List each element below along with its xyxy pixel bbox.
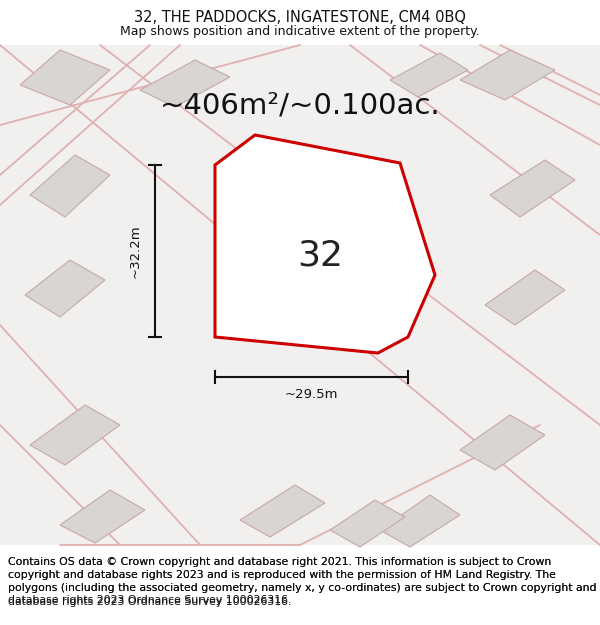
Polygon shape [240,485,325,537]
Text: ~29.5m: ~29.5m [285,389,338,401]
Polygon shape [330,500,405,547]
Polygon shape [30,405,120,465]
Text: 32, THE PADDOCKS, INGATESTONE, CM4 0BQ: 32, THE PADDOCKS, INGATESTONE, CM4 0BQ [134,9,466,24]
Polygon shape [485,270,565,325]
Polygon shape [490,160,575,217]
Text: ~406m²/~0.100ac.: ~406m²/~0.100ac. [160,91,440,119]
Polygon shape [380,495,460,547]
Polygon shape [20,50,110,105]
Polygon shape [460,50,555,100]
Polygon shape [30,155,110,217]
Polygon shape [140,60,230,107]
Polygon shape [60,490,145,543]
Polygon shape [215,135,435,353]
Text: 32: 32 [297,238,343,272]
Polygon shape [390,53,468,97]
Text: Contains OS data © Crown copyright and database right 2021. This information is : Contains OS data © Crown copyright and d… [8,557,596,606]
Polygon shape [460,415,545,470]
Text: ~32.2m: ~32.2m [128,224,142,278]
Bar [0,45,600,545]
Text: Contains OS data © Crown copyright and database right 2021. This information is : Contains OS data © Crown copyright and d… [8,557,596,607]
Text: Map shows position and indicative extent of the property.: Map shows position and indicative extent… [120,24,480,38]
Polygon shape [25,260,105,317]
